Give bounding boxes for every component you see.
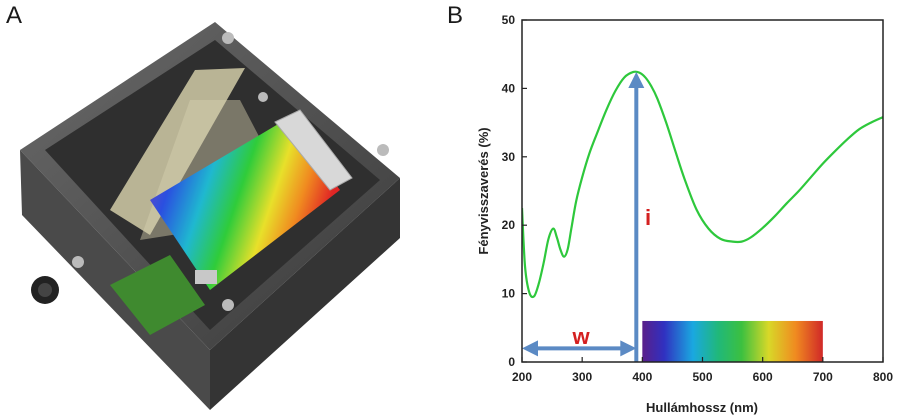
screw [222, 299, 234, 311]
x-axis-title: Hullámhossz (nm) [646, 400, 758, 415]
x-tick-label: 400 [632, 370, 652, 384]
connector-core [38, 283, 52, 297]
screw [222, 32, 234, 44]
diffracted-spectrum [150, 120, 340, 290]
collimated-beam [110, 68, 245, 235]
housing-side-right [210, 178, 400, 410]
spectrum-band [642, 320, 823, 362]
y-tick-label: 20 [502, 218, 516, 232]
mirror [274, 109, 353, 191]
reflectance-series-line [522, 70, 883, 299]
tick-layer: 200 300 400 500 600 700 800 0 10 20 30 40 50 [502, 13, 894, 384]
annotation-i: i [645, 205, 651, 230]
x-tick-label: 700 [813, 370, 833, 384]
y-tick-label: 50 [502, 13, 516, 27]
curve-layer [522, 70, 883, 299]
housing-side-left [20, 150, 210, 410]
annotation-w: w [571, 324, 590, 349]
y-tick-label: 10 [502, 287, 516, 301]
y-axis-title: Fényvisszaverés (%) [476, 127, 491, 254]
y-tick-label: 0 [508, 355, 515, 369]
screw [258, 92, 268, 102]
screw [72, 256, 84, 268]
y-tick-label: 30 [502, 150, 516, 164]
vertical-arrow-head [628, 71, 645, 88]
horizontal-arrow-head-left [522, 340, 538, 357]
x-tick-label: 200 [512, 370, 532, 384]
panel-label-b: B [447, 2, 464, 29]
x-tick-label: 500 [692, 370, 712, 384]
spectrometer-photo [20, 22, 400, 410]
detector-board [110, 255, 205, 335]
panel-label-a: A [6, 2, 23, 29]
arrow-layer [522, 71, 645, 362]
screw [377, 144, 389, 156]
y-tick-label: 40 [502, 81, 516, 95]
detector-sensor [195, 270, 217, 284]
x-tick-label: 600 [753, 370, 773, 384]
spectrum-band-layer [642, 320, 823, 362]
x-tick-label: 800 [873, 370, 893, 384]
x-tick-label: 300 [572, 370, 592, 384]
plot-frame [521, 19, 884, 363]
horizontal-arrow-head-right [620, 340, 637, 357]
